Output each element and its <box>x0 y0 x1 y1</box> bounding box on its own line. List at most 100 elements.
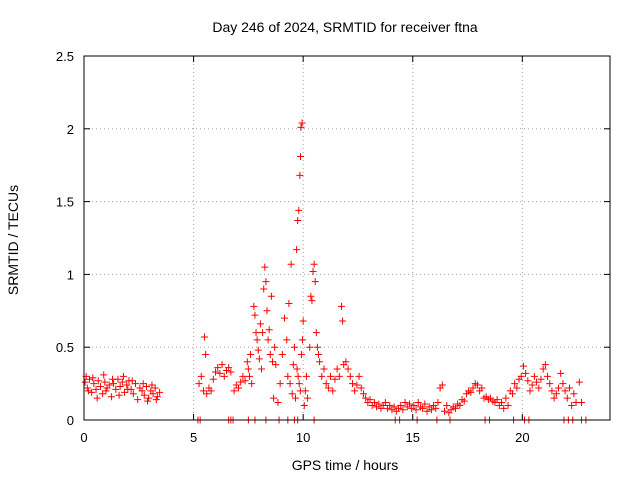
data-point <box>297 152 305 160</box>
data-point <box>300 401 308 409</box>
y-tick-label: 0.5 <box>56 340 74 355</box>
data-point <box>460 397 468 405</box>
data-point <box>132 380 140 388</box>
data-point <box>118 378 126 386</box>
data-point <box>438 381 446 389</box>
y-tick-labels: 0 0.5 1 1.5 2 2.5 <box>56 49 74 428</box>
x-tick-label: 20 <box>515 430 529 445</box>
x-tick-label: 5 <box>190 430 197 445</box>
data-point <box>289 361 297 369</box>
data-point <box>142 383 150 391</box>
data-point <box>304 394 312 402</box>
data-point <box>247 350 255 358</box>
data-point <box>284 372 292 380</box>
data-point <box>105 381 113 389</box>
data-point <box>351 387 359 395</box>
data-point <box>267 292 275 300</box>
data-point <box>99 390 107 398</box>
data-point <box>575 378 583 386</box>
data-point <box>329 387 337 395</box>
data-point <box>299 336 307 344</box>
data-point <box>324 384 332 392</box>
data-point <box>112 385 120 393</box>
data-point <box>276 380 284 388</box>
data-point <box>311 278 319 286</box>
data-point <box>478 384 486 392</box>
data-point <box>241 377 249 385</box>
data-point <box>96 383 104 391</box>
x-tick-labels: 0 5 10 15 20 <box>80 430 529 445</box>
data-point <box>339 317 347 325</box>
data-point <box>262 278 270 286</box>
data-point <box>469 384 477 392</box>
data-point <box>327 372 335 380</box>
data-point <box>263 307 271 315</box>
data-point <box>299 317 307 325</box>
data-point <box>535 384 543 392</box>
data-point <box>370 399 378 407</box>
data-point <box>287 260 295 268</box>
data-point <box>544 372 552 380</box>
data-point <box>546 380 554 388</box>
data-point <box>467 388 475 396</box>
data-points-layer <box>81 119 590 424</box>
y-axis-title: SRMTID / TECUs <box>5 185 21 295</box>
data-point <box>256 320 264 328</box>
x-axis-title: GPS time / hours <box>292 457 399 473</box>
data-point <box>108 375 116 383</box>
data-point <box>309 267 317 275</box>
tick-marks-layer <box>83 55 610 421</box>
data-point <box>102 387 110 395</box>
data-point <box>288 390 296 398</box>
data-point <box>244 365 252 373</box>
data-point <box>230 387 238 395</box>
data-point <box>258 365 266 373</box>
data-point <box>315 350 323 358</box>
data-point <box>195 380 203 388</box>
data-point <box>561 387 569 395</box>
data-point <box>245 372 253 380</box>
data-point <box>310 260 318 268</box>
data-point <box>298 119 306 127</box>
data-point <box>410 401 418 409</box>
data-point <box>432 404 440 412</box>
data-point <box>308 297 316 305</box>
data-point <box>261 263 269 271</box>
data-point <box>316 358 324 366</box>
data-point <box>148 381 156 389</box>
data-point <box>517 372 525 380</box>
data-point <box>218 361 226 369</box>
data-point <box>260 285 268 293</box>
data-point <box>145 394 153 402</box>
data-point <box>207 387 215 395</box>
data-point <box>550 394 558 402</box>
data-point <box>548 387 556 395</box>
data-point <box>94 377 102 385</box>
data-point <box>296 171 304 179</box>
data-point <box>528 381 536 389</box>
data-point <box>254 346 262 354</box>
data-point <box>570 390 578 398</box>
data-point <box>493 396 501 404</box>
data-point <box>88 388 96 396</box>
data-point <box>559 380 567 388</box>
data-point <box>149 390 157 398</box>
data-point <box>530 372 538 380</box>
data-point <box>508 390 516 398</box>
data-point <box>216 369 224 377</box>
x-tick-label: 15 <box>406 430 420 445</box>
data-point <box>286 380 294 388</box>
data-point <box>252 329 260 337</box>
data-point <box>128 377 136 385</box>
y-tick-label: 1 <box>67 267 74 282</box>
data-point <box>251 311 259 319</box>
data-point <box>83 384 91 392</box>
data-point <box>399 406 407 414</box>
data-point <box>381 399 389 407</box>
data-point <box>513 384 521 392</box>
data-point <box>237 378 245 386</box>
data-point <box>312 329 320 337</box>
data-point <box>81 378 89 386</box>
data-point <box>297 350 305 358</box>
y-tick-label: 2 <box>67 122 74 137</box>
